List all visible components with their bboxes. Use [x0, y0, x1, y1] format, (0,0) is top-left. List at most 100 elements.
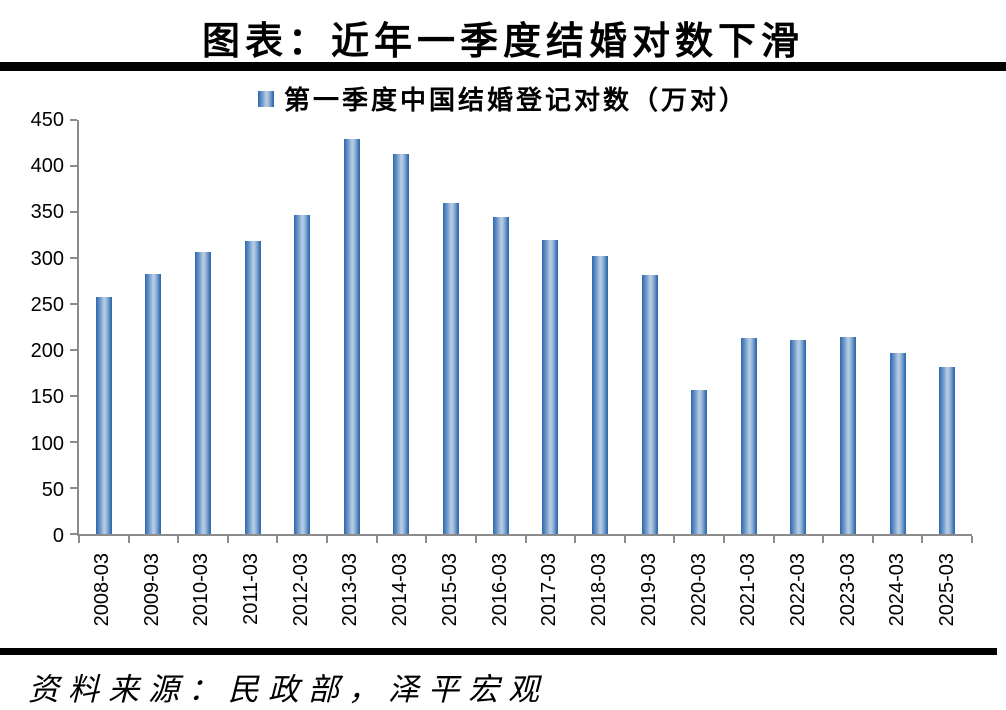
y-tick-label: 250 — [30, 293, 64, 316]
x-tick-mark — [474, 536, 477, 543]
bar-2011-03 — [244, 241, 261, 534]
bar-2024-03 — [889, 352, 906, 534]
x-tick-mark — [623, 536, 626, 543]
y-tick-mark — [70, 441, 77, 443]
x-tick-mark — [425, 536, 428, 543]
plot-area — [70, 119, 973, 543]
y-tick-mark — [70, 349, 77, 351]
y-tick-mark — [70, 165, 77, 167]
x-tick-mark — [722, 536, 725, 543]
bar-slot — [873, 120, 923, 534]
y-tick-label: 150 — [30, 386, 64, 409]
bar-slot — [724, 120, 774, 534]
bar-slot — [129, 120, 179, 534]
x-tick-label: 2016-03 — [488, 553, 511, 627]
bar-slot — [277, 120, 327, 534]
bar-slot — [228, 120, 278, 534]
y-tick-mark — [70, 119, 77, 121]
x-tick-mark — [871, 536, 874, 543]
x-tick-mark — [971, 536, 973, 543]
x-tick-label: 2020-03 — [687, 553, 710, 627]
x-tick-mark — [78, 536, 80, 543]
y-tick-label: 100 — [30, 432, 64, 455]
x-tick-mark — [127, 536, 130, 543]
legend-label: 第一季度中国结婚登记对数（万对） — [283, 86, 748, 115]
bar-slot — [674, 120, 724, 534]
x-tick-mark — [276, 536, 279, 543]
y-tick-mark — [70, 211, 77, 213]
y-tick-label: 350 — [30, 201, 64, 224]
bar-chart: 0 50 100 150 200 250 300 350 400 450 2008-03 2009-… — [0, 110, 1006, 646]
bar-2012-03 — [294, 214, 311, 534]
bar-slot — [575, 120, 625, 534]
y-tick-label: 0 — [52, 525, 64, 547]
x-tick-label: 2017-03 — [538, 553, 561, 627]
y-tick-mark — [70, 303, 77, 305]
x-tick-mark — [772, 536, 775, 543]
x-tick-mark — [226, 536, 229, 543]
bar-slot — [476, 120, 526, 534]
x-axis-labels: 2008-03 2009-03 2010-03 2011-03 2012-03 2013-… — [77, 540, 972, 646]
bar-2018-03 — [591, 256, 608, 534]
x-tick-label: 2023-03 — [836, 553, 859, 627]
bar-slot — [823, 120, 873, 534]
y-tick-label: 400 — [30, 155, 64, 178]
x-tick-label: 2022-03 — [786, 553, 809, 627]
bar-slot — [774, 120, 824, 534]
y-tick-mark — [70, 257, 77, 260]
source-note: 资料来源：民政部，泽平宏观 — [28, 672, 548, 707]
x-tick-mark — [574, 536, 577, 543]
x-tick-label: 2019-03 — [637, 553, 660, 627]
y-axis-labels: 0 50 100 150 200 250 300 350 400 450 — [0, 110, 64, 546]
bar-slot — [377, 120, 427, 534]
bar-2017-03 — [542, 239, 559, 534]
bar-2013-03 — [343, 139, 360, 534]
x-tick-label: 2011-03 — [240, 553, 263, 625]
bar-2010-03 — [195, 252, 212, 534]
legend-swatch-icon — [257, 90, 274, 107]
x-tick-mark — [177, 536, 180, 543]
bar-2021-03 — [740, 338, 757, 534]
bar-2020-03 — [691, 390, 708, 534]
x-tick-mark — [375, 536, 378, 543]
bar-2009-03 — [145, 273, 162, 534]
bar-2023-03 — [839, 337, 856, 534]
bar-2008-03 — [95, 296, 112, 534]
x-tick-mark — [673, 536, 676, 543]
x-tick-label: 2013-03 — [339, 553, 362, 627]
x-tick-label: 2012-03 — [289, 553, 312, 627]
y-tick-label: 200 — [30, 340, 64, 363]
x-tick-mark — [326, 536, 329, 543]
bar-slot — [178, 120, 228, 534]
y-tick-mark — [70, 487, 77, 489]
bar-2022-03 — [790, 339, 807, 534]
bar-slot — [79, 120, 129, 534]
x-tick-label: 2010-03 — [190, 553, 213, 627]
x-tick-label: 2015-03 — [438, 553, 461, 627]
legend: 第一季度中国结婚登记对数（万对） — [0, 85, 1006, 115]
bar-2025-03 — [939, 367, 956, 534]
bar-2015-03 — [443, 202, 460, 534]
x-tick-mark — [921, 536, 924, 543]
bar-2019-03 — [641, 275, 658, 534]
footer-divider-rule — [0, 648, 997, 655]
bar-2016-03 — [492, 216, 509, 534]
y-tick-mark — [70, 395, 77, 398]
y-tick-label: 50 — [41, 478, 64, 501]
x-tick-label: 2021-03 — [737, 553, 760, 627]
x-tick-label: 2024-03 — [886, 553, 909, 627]
x-tick-label: 2018-03 — [588, 553, 611, 627]
title-divider-rule — [0, 62, 1006, 71]
x-tick-label: 2014-03 — [389, 553, 412, 627]
x-tick-mark — [524, 536, 527, 543]
bar-slot — [525, 120, 575, 534]
bar-slot — [625, 120, 675, 534]
y-tick-label: 450 — [30, 109, 64, 131]
bars-layer — [79, 120, 972, 534]
bar-slot — [327, 120, 377, 534]
y-tick-mark — [70, 533, 77, 535]
x-tick-label: 2009-03 — [140, 553, 163, 627]
y-tick-label: 300 — [30, 247, 64, 270]
bar-2014-03 — [393, 154, 410, 534]
x-tick-mark — [822, 536, 825, 543]
